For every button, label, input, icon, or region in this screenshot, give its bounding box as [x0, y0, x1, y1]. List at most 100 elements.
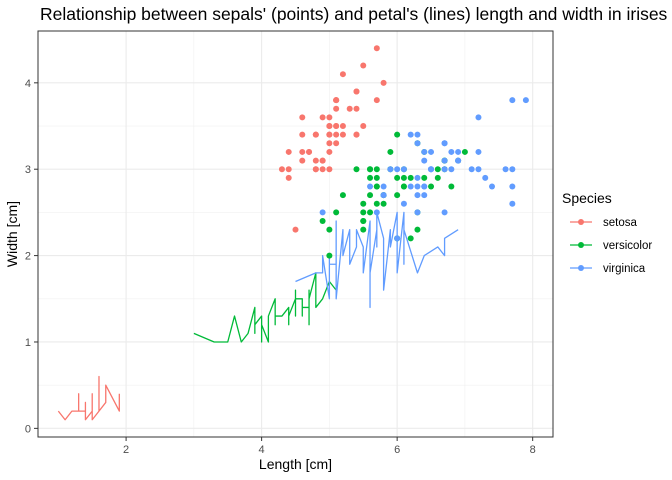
- data-point-setosa: [285, 166, 292, 173]
- data-point-setosa: [312, 166, 319, 173]
- data-point-virginica: [428, 166, 435, 173]
- data-point-virginica: [421, 183, 428, 190]
- y-tick-label: 4: [25, 78, 31, 90]
- data-point-virginica: [407, 131, 414, 138]
- series-line-virginica: [295, 211, 459, 309]
- data-point-setosa: [373, 45, 380, 52]
- x-tick-label: 6: [394, 444, 400, 456]
- data-point-virginica: [387, 166, 394, 173]
- data-point-virginica: [509, 200, 516, 207]
- data-point-setosa: [353, 88, 360, 95]
- series-points: [278, 45, 529, 259]
- data-point-virginica: [509, 183, 516, 190]
- data-point-virginica: [394, 235, 401, 242]
- data-point-versicolor: [326, 226, 333, 233]
- legend-key-point: [578, 219, 584, 225]
- legend-item-virginica: virginica: [570, 263, 646, 275]
- data-point-virginica: [441, 209, 448, 216]
- data-point-versicolor: [400, 183, 407, 190]
- data-point-virginica: [441, 166, 448, 173]
- data-point-setosa: [285, 148, 292, 155]
- data-point-setosa: [278, 166, 285, 173]
- data-point-virginica: [414, 140, 421, 147]
- data-point-virginica: [441, 140, 448, 147]
- legend-title: Species: [562, 190, 612, 206]
- data-point-versicolor: [353, 166, 360, 173]
- data-point-versicolor: [367, 166, 374, 173]
- legend-label: virginica: [603, 263, 646, 275]
- data-point-setosa: [306, 148, 313, 155]
- data-point-virginica: [414, 209, 421, 216]
- data-point-setosa: [360, 123, 367, 130]
- data-point-versicolor: [326, 252, 333, 259]
- data-point-versicolor: [360, 218, 367, 225]
- data-point-virginica: [482, 174, 489, 181]
- y-tick-label: 2: [25, 251, 31, 263]
- data-point-versicolor: [407, 174, 414, 181]
- data-point-versicolor: [407, 235, 414, 242]
- legend-label: versicolor: [603, 240, 652, 252]
- data-point-versicolor: [373, 183, 380, 190]
- data-point-virginica: [380, 183, 387, 190]
- data-point-versicolor: [434, 166, 441, 173]
- data-point-virginica: [400, 200, 407, 207]
- data-point-virginica: [367, 183, 374, 190]
- y-axis-title: Width [cm]: [4, 201, 20, 267]
- data-point-virginica: [468, 166, 475, 173]
- data-point-virginica: [414, 192, 421, 199]
- data-point-versicolor: [394, 192, 401, 199]
- data-point-virginica: [448, 148, 455, 155]
- data-point-versicolor: [380, 200, 387, 207]
- data-point-versicolor: [333, 209, 340, 216]
- x-axis: 2 4 6 8: [123, 437, 536, 456]
- data-point-setosa: [319, 166, 326, 173]
- data-point-versicolor: [421, 174, 428, 181]
- data-point-virginica: [509, 97, 516, 104]
- data-point-virginica: [475, 114, 482, 121]
- data-point-setosa: [339, 131, 346, 138]
- legend-item-versicolor: versicolor: [570, 240, 652, 252]
- legend-label: setosa: [603, 217, 637, 229]
- data-point-versicolor: [394, 174, 401, 181]
- data-point-versicolor: [448, 183, 455, 190]
- data-point-setosa: [326, 114, 333, 121]
- data-point-virginica: [475, 166, 482, 173]
- x-tick-label: 2: [123, 444, 129, 456]
- plot-panel: [38, 31, 553, 437]
- y-axis: 0 1 2 3 4: [25, 78, 38, 435]
- data-point-virginica: [400, 166, 407, 173]
- data-point-virginica: [407, 183, 414, 190]
- data-point-setosa: [326, 140, 333, 147]
- data-point-versicolor: [414, 226, 421, 233]
- data-point-setosa: [319, 157, 326, 164]
- data-point-versicolor: [373, 200, 380, 207]
- chart-title: Relationship between sepals' (points) an…: [40, 4, 668, 24]
- data-point-virginica: [373, 209, 380, 216]
- data-point-setosa: [299, 157, 306, 164]
- data-point-versicolor: [367, 174, 374, 181]
- data-point-virginica: [455, 148, 462, 155]
- data-point-setosa: [299, 131, 306, 138]
- y-tick-label: 0: [25, 423, 31, 435]
- data-point-setosa: [326, 166, 333, 173]
- data-point-setosa: [373, 97, 380, 104]
- y-tick-label: 1: [25, 337, 31, 349]
- data-point-virginica: [455, 157, 462, 164]
- plot-border: [37, 30, 554, 438]
- data-point-setosa: [299, 114, 306, 121]
- data-point-setosa: [339, 123, 346, 130]
- data-point-virginica: [441, 157, 448, 164]
- data-point-virginica: [319, 209, 326, 216]
- data-point-setosa: [346, 105, 353, 112]
- data-point-setosa: [299, 148, 306, 155]
- data-point-setosa: [360, 62, 367, 69]
- data-point-setosa: [333, 131, 340, 138]
- data-point-setosa: [319, 114, 326, 121]
- data-point-versicolor: [319, 218, 326, 225]
- data-point-setosa: [312, 157, 319, 164]
- data-point-versicolor: [339, 192, 346, 199]
- data-point-virginica: [489, 183, 496, 190]
- data-point-setosa: [326, 123, 333, 130]
- data-point-versicolor: [373, 174, 380, 181]
